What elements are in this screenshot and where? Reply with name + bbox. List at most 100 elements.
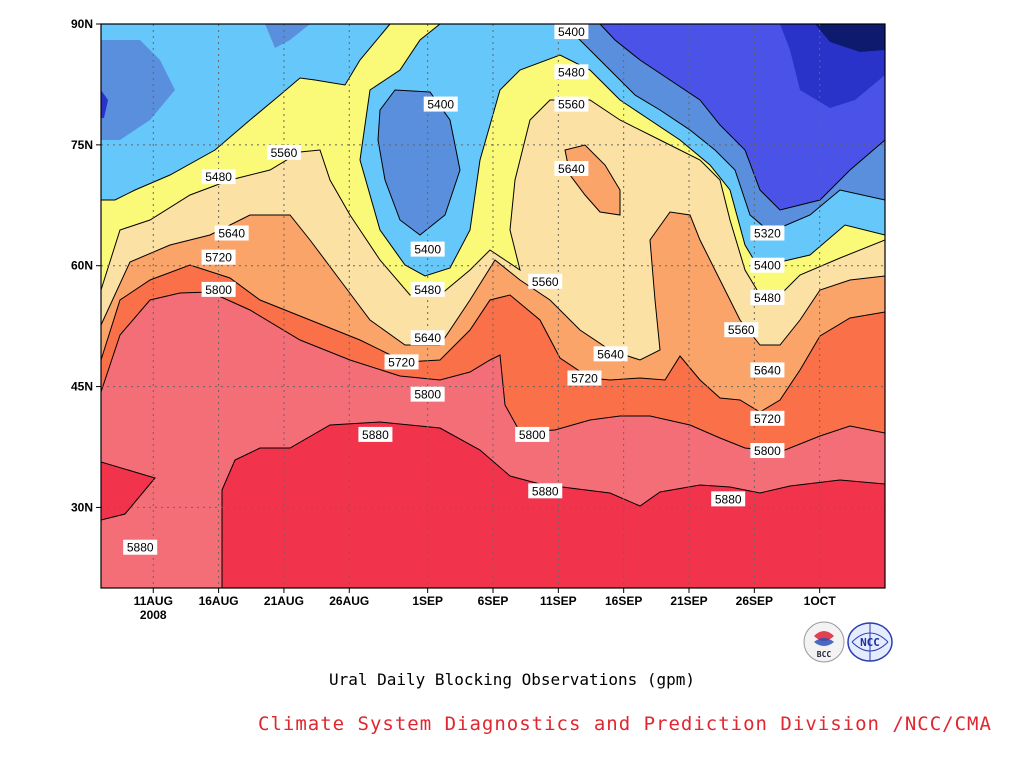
contour-label-text: 5800 xyxy=(519,428,546,442)
contour-label-text: 5560 xyxy=(558,98,585,112)
contour-label-bg xyxy=(123,539,158,555)
contour-5400-closed xyxy=(377,89,461,236)
y-tick-label: 90N xyxy=(71,17,93,31)
contour-labels: 5400 5480 5560 5640 5400 5560 5480 5640 5720 5800… xyxy=(123,24,785,555)
contour-label: 5560 xyxy=(724,322,759,338)
contour-label-bg xyxy=(515,426,550,442)
x-tick-label: 11SEP xyxy=(540,594,577,608)
contour-label-bg xyxy=(750,362,785,378)
contour-label-bg xyxy=(567,370,602,386)
contour-5720 xyxy=(101,264,885,413)
contour-label: 5800 xyxy=(410,386,445,402)
contour-label-text: 5800 xyxy=(414,388,441,402)
contour-label-text: 5720 xyxy=(388,355,415,369)
grid-lines xyxy=(101,24,885,588)
contour-label: 5720 xyxy=(567,370,602,386)
contour-5640-patch xyxy=(564,144,621,216)
x-tick-label: 16AUG xyxy=(199,594,239,608)
contour-5400 xyxy=(559,24,885,233)
contour-label: 5400 xyxy=(750,257,785,273)
y-tick-label: 45N xyxy=(71,380,93,394)
contour-label-text: 5560 xyxy=(532,275,559,289)
contour-label: 5880 xyxy=(711,491,746,507)
contour-label: 5480 xyxy=(554,64,589,80)
contour-label: 5720 xyxy=(384,354,419,370)
contour-label-text: 5560 xyxy=(271,146,298,160)
x-tick-sublabel: 2008 xyxy=(140,608,167,622)
contour-label: 5880 xyxy=(123,539,158,555)
svg-text:BCC: BCC xyxy=(817,650,832,659)
contour-label-text: 5480 xyxy=(754,291,781,305)
contour-label: 5320 xyxy=(750,225,785,241)
contour-label: 5400 xyxy=(423,96,458,112)
contour-label-bg xyxy=(554,161,589,177)
contour-label: 5880 xyxy=(528,483,563,499)
contour-5640 xyxy=(101,211,885,361)
contour-5320 xyxy=(599,24,885,211)
svg-text:NCC: NCC xyxy=(860,636,880,649)
contour-label-bg xyxy=(410,281,445,297)
band-below-5160 xyxy=(815,24,885,52)
band-small-blue xyxy=(101,90,108,118)
contour-label: 5480 xyxy=(750,289,785,305)
contour-label-bg xyxy=(423,96,458,112)
contour-label: 5800 xyxy=(201,281,236,297)
contour-label-text: 5880 xyxy=(715,492,742,506)
contour-label: 5880 xyxy=(358,426,393,442)
x-tick-label: 26AUG xyxy=(329,594,369,608)
y-tick-label: 75N xyxy=(71,138,93,152)
contour-label-bg xyxy=(384,354,419,370)
contour-label-text: 5640 xyxy=(414,331,441,345)
y-tick-label: 30N xyxy=(71,500,93,514)
x-tick-label: 21AUG xyxy=(264,594,304,608)
contour-label-bg xyxy=(410,386,445,402)
contour-5480-left xyxy=(101,24,391,201)
contour-label-text: 5400 xyxy=(754,259,781,273)
ncc-logo-icon: NCC xyxy=(846,620,893,664)
x-tick-label: 1OCT xyxy=(804,594,837,608)
contour-label-text: 5480 xyxy=(414,283,441,297)
y-tick-label: 60N xyxy=(71,259,93,273)
contour-label-text: 5720 xyxy=(754,412,781,426)
contour-label-bg xyxy=(201,249,236,265)
contour-label-bg xyxy=(554,24,589,40)
contour-label-text: 5800 xyxy=(754,444,781,458)
contour-label: 5560 xyxy=(554,96,589,112)
contour-label-text: 5400 xyxy=(414,243,441,257)
contour-label-bg xyxy=(528,483,563,499)
contour-label-bg xyxy=(266,144,301,160)
contour-label-text: 5400 xyxy=(558,25,585,39)
contour-label-text: 5720 xyxy=(571,372,598,386)
contour-label-text: 5640 xyxy=(218,226,245,240)
contour-label-bg xyxy=(750,257,785,273)
contour-label: 5720 xyxy=(201,249,236,265)
contour-label-bg xyxy=(750,443,785,459)
credit-line: Climate System Diagnostics and Predictio… xyxy=(258,713,992,735)
x-tick-label: 6SEP xyxy=(478,594,509,608)
contour-label-text: 5640 xyxy=(597,347,624,361)
contour-5560 xyxy=(101,99,885,301)
contour-label: 5800 xyxy=(515,426,550,442)
x-tick-label: 1SEP xyxy=(412,594,443,608)
contour-label: 5720 xyxy=(750,410,785,426)
contour-label-text: 5320 xyxy=(754,226,781,240)
contour-label: 5560 xyxy=(528,273,563,289)
contour-label-text: 5880 xyxy=(127,541,154,555)
contour-label-text: 5880 xyxy=(532,484,559,498)
contour-label: 5480 xyxy=(201,169,236,185)
x-tick-label: 26SEP xyxy=(736,594,773,608)
contour-label-bg xyxy=(358,426,393,442)
contour-label-bg xyxy=(724,322,759,338)
contour-label-text: 5640 xyxy=(754,363,781,377)
contour-label-bg xyxy=(593,346,628,362)
contour-label-text: 5720 xyxy=(205,251,232,265)
contour-5880-left xyxy=(101,461,156,521)
contour-label: 5400 xyxy=(554,24,589,40)
contour-label: 5560 xyxy=(266,144,301,160)
contour-label-bg xyxy=(201,281,236,297)
x-tick-label: 11AUG xyxy=(134,594,173,608)
contour-label: 5400 xyxy=(410,241,445,257)
